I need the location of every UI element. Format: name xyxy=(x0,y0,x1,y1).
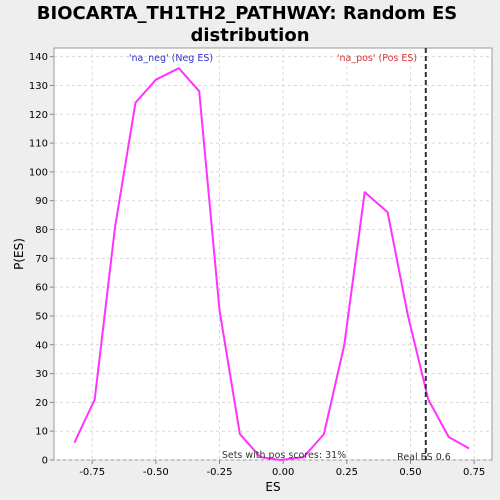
y-tick-label: 140 xyxy=(29,52,48,63)
x-tick-label: -0.50 xyxy=(143,467,169,478)
chart-title-line-1: BIOCARTA_TH1TH2_PATHWAY: Random ES xyxy=(37,3,457,24)
plot-area xyxy=(53,47,493,461)
x-tick-label: -0.75 xyxy=(79,467,105,478)
y-tick-label: 70 xyxy=(35,254,48,265)
pos-es-label: 'na_pos' (Pos ES) xyxy=(337,53,417,64)
y-tick-label: 110 xyxy=(29,139,48,150)
y-tick-label: 50 xyxy=(35,311,48,322)
y-tick-label: 120 xyxy=(29,110,48,121)
neg-es-label: 'na_neg' (Neg ES) xyxy=(129,53,213,64)
y-tick-label: 0 xyxy=(42,456,48,467)
y-tick-label: 20 xyxy=(35,398,48,409)
pos-scores-label: Sets with pos scores: 31% xyxy=(222,450,346,461)
y-tick-label: 130 xyxy=(29,81,48,92)
x-tick-label: 0.75 xyxy=(463,467,485,478)
y-tick-label: 10 xyxy=(35,427,48,438)
y-axis-label: P(ES) xyxy=(12,238,26,270)
y-tick-label: 100 xyxy=(29,167,48,178)
grid-lines xyxy=(54,48,492,461)
y-tick-label: 90 xyxy=(35,196,48,207)
y-tick-label: 60 xyxy=(35,283,48,294)
y-tick-label: 40 xyxy=(35,340,48,351)
chart-title-line-2: distribution xyxy=(190,25,309,46)
y-tick-label: 80 xyxy=(35,225,48,236)
real-es-label: Real ES 0.6 xyxy=(397,452,451,463)
series-layer xyxy=(73,67,470,461)
x-tick-label: 0.00 xyxy=(272,467,294,478)
x-axis-label: ES xyxy=(265,480,280,494)
x-tick-label: 0.25 xyxy=(336,467,358,478)
x-tick-label: 0.50 xyxy=(399,467,421,478)
es-distribution-line xyxy=(73,67,470,461)
x-tick-label: -0.25 xyxy=(207,467,233,478)
axis-ticks: 0 10 20 30 40 50 60 70 80 90 100 110 120 130 140 -0.75 -… xyxy=(29,52,485,478)
y-tick-label: 30 xyxy=(35,369,48,380)
